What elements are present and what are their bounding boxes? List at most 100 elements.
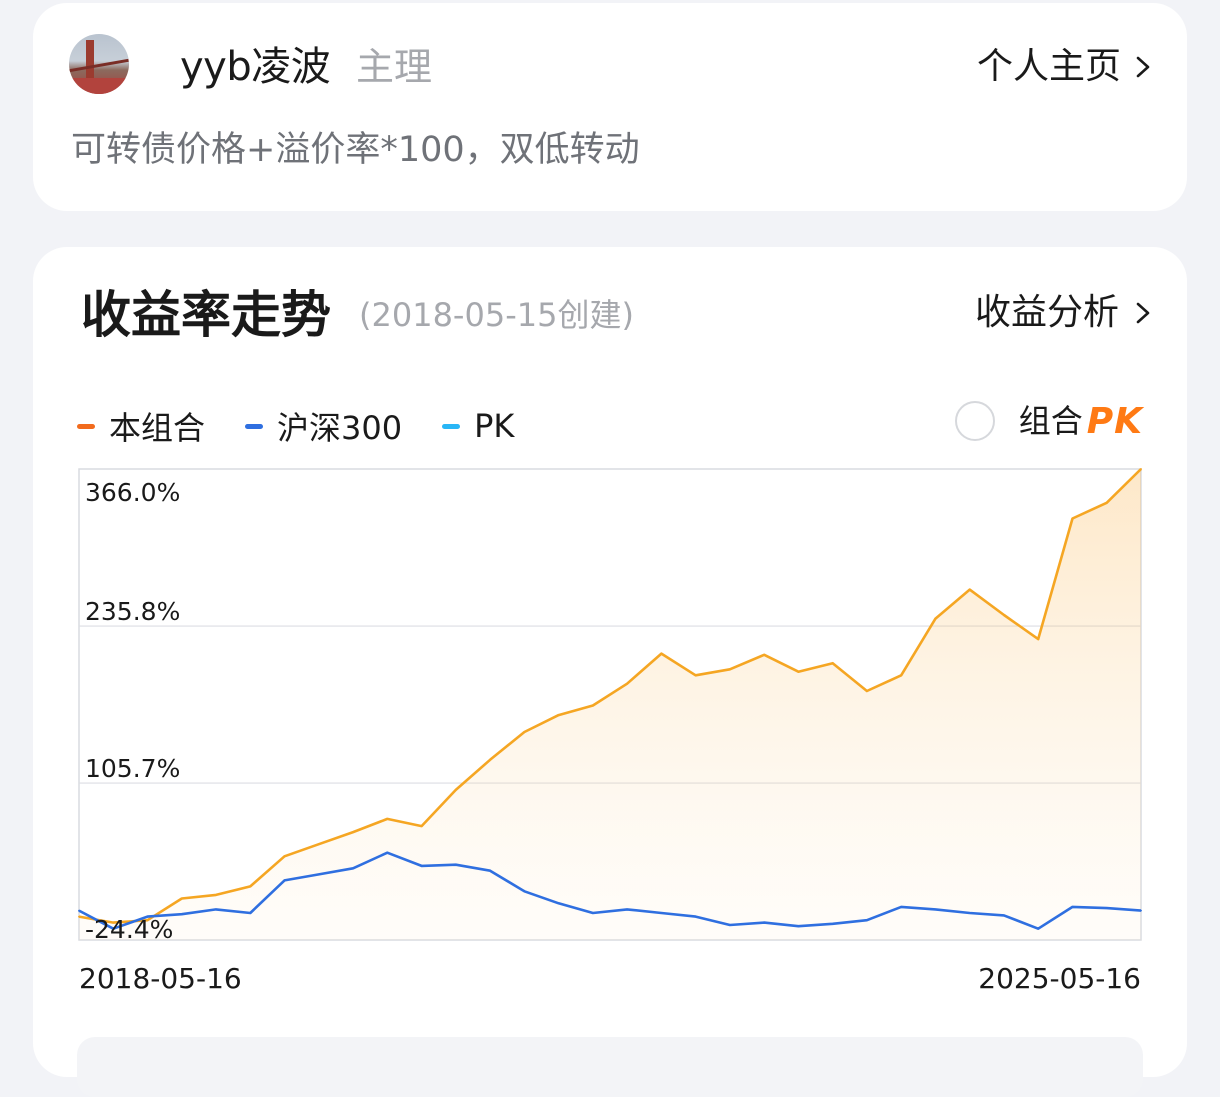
legend-label-portfolio: 本组合 xyxy=(109,409,206,447)
series-point-0 xyxy=(763,653,766,656)
series-point-0 xyxy=(180,897,183,900)
series-point-0 xyxy=(1140,468,1142,470)
pk-radio[interactable] xyxy=(954,401,995,441)
series-point-1 xyxy=(626,908,628,911)
series-point-0 xyxy=(523,731,526,733)
creation-date: (2018-05-15创建) xyxy=(359,296,634,334)
series-line-1 xyxy=(78,851,1142,930)
series-point-1 xyxy=(112,927,115,930)
series-point-1 xyxy=(317,873,320,876)
series-point-0 xyxy=(420,825,423,827)
series-point-0 xyxy=(866,690,868,692)
series-point-0 xyxy=(1037,638,1040,640)
series-point-1 xyxy=(78,909,80,912)
series-point-1 xyxy=(1037,927,1040,930)
series-point-0 xyxy=(557,714,560,716)
series-point-1 xyxy=(729,924,731,926)
legend-item-pk[interactable]: PK xyxy=(442,407,514,445)
y-tick-label: 235.8% xyxy=(85,597,180,626)
y-tick-label: 366.0% xyxy=(85,478,180,507)
series-point-1 xyxy=(352,867,354,870)
series-point-1 xyxy=(1003,914,1005,917)
series-point-0 xyxy=(112,921,115,924)
series-point-1 xyxy=(146,915,149,918)
profile-card: yyb凌波 主理 个人主页 可转债价格+溢价率*100，双低转动 xyxy=(33,3,1187,211)
series-point-1 xyxy=(557,902,560,905)
series-point-1 xyxy=(592,912,594,914)
series-point-0 xyxy=(592,704,594,707)
role-badge: 主理 xyxy=(356,45,433,89)
chevron-right-icon xyxy=(1136,56,1150,78)
series-point-1 xyxy=(968,912,971,914)
return-analysis-link[interactable]: 收益分析 xyxy=(975,289,1151,337)
series-point-1 xyxy=(1140,909,1142,912)
series-point-0 xyxy=(968,588,971,591)
series-point-0 xyxy=(626,682,628,685)
series-point-0 xyxy=(1071,517,1074,520)
series-point-1 xyxy=(934,908,937,911)
profile-homepage-link[interactable]: 个人主页 xyxy=(977,43,1151,91)
performance-card: 收益率走势 (2018-05-15创建) 收益分析 本组合 沪深300 PK 组… xyxy=(33,247,1187,1097)
series-point-1 xyxy=(831,922,834,925)
series-point-0 xyxy=(1105,501,1108,504)
series-point-0 xyxy=(797,670,800,673)
series-point-0 xyxy=(729,668,731,671)
legend-swatch-portfolio xyxy=(77,423,95,429)
series-point-0 xyxy=(1003,614,1005,616)
pk-brand: PK xyxy=(1086,400,1143,442)
series-point-0 xyxy=(831,662,834,665)
series-point-1 xyxy=(797,925,800,928)
series-point-1 xyxy=(180,913,183,916)
series-point-0 xyxy=(215,894,217,896)
legend-swatch-index xyxy=(245,423,264,429)
series-point-0 xyxy=(283,855,286,858)
series-point-1 xyxy=(215,908,217,911)
series-point-0 xyxy=(900,674,903,677)
username[interactable]: yyb凌波 xyxy=(180,44,331,90)
series-point-1 xyxy=(283,879,286,882)
series-point-0 xyxy=(317,843,320,846)
series-point-0 xyxy=(249,885,252,888)
series-area-0 xyxy=(79,469,1141,940)
y-tick-label: 105.7% xyxy=(85,754,180,783)
strategy-description: 可转债价格+溢价率*100，双低转动 xyxy=(71,130,640,170)
series-point-1 xyxy=(386,851,389,854)
y-tick-label: -24.4% xyxy=(85,915,173,944)
section-title: 收益率走势 xyxy=(81,286,331,344)
series-point-1 xyxy=(694,915,697,918)
pk-toggle-label: 组合 xyxy=(1018,402,1083,440)
chart-legend: 本组合 沪深300 PK xyxy=(77,403,554,449)
series-point-0 xyxy=(934,617,937,620)
chevron-right-icon xyxy=(1136,302,1150,324)
series-point-1 xyxy=(454,863,457,866)
profile-homepage-label: 个人主页 xyxy=(976,46,1121,87)
x-tick-end: 2025-05-16 xyxy=(978,962,1141,995)
x-tick-start: 2018-05-16 xyxy=(79,962,242,995)
legend-label-pk: PK xyxy=(474,407,515,445)
series-point-0 xyxy=(352,831,354,833)
legend-label-index: 沪深300 xyxy=(277,409,403,447)
series-point-0 xyxy=(660,652,663,655)
series-point-1 xyxy=(866,919,868,922)
series-point-1 xyxy=(900,906,903,908)
legend-item-index[interactable]: 沪深300 xyxy=(245,403,402,449)
series-point-1 xyxy=(523,890,526,893)
series-point-1 xyxy=(420,865,423,867)
avatar[interactable] xyxy=(69,34,129,94)
legend-swatch-pk xyxy=(442,423,461,429)
portfolio-pk-toggle[interactable]: 组合 PK xyxy=(954,399,1143,443)
legend-item-portfolio[interactable]: 本组合 xyxy=(77,403,205,449)
series-point-0 xyxy=(454,789,457,791)
series-point-0 xyxy=(146,919,149,922)
return-chart[interactable]: 366.0% 235.8% 105.7% -24.4% xyxy=(33,247,1187,1007)
series-point-0 xyxy=(78,915,80,918)
series-point-0 xyxy=(386,818,389,820)
return-analysis-label: 收益分析 xyxy=(974,292,1119,333)
series-line-0 xyxy=(78,468,1142,924)
series-point-1 xyxy=(660,912,663,914)
series-point-1 xyxy=(489,869,491,872)
bottom-panel xyxy=(77,1037,1143,1097)
series-point-1 xyxy=(1071,906,1074,908)
series-point-1 xyxy=(1105,907,1108,909)
series-point-1 xyxy=(763,921,766,924)
